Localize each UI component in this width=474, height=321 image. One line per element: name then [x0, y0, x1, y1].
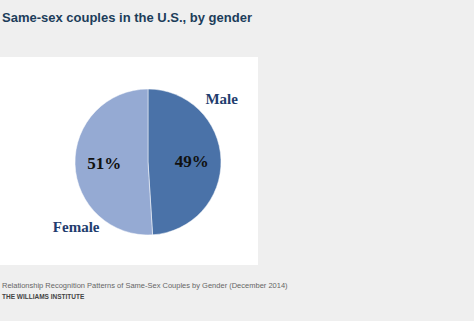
- chart: Same-sex couples in the U.S., by gender 4…: [0, 0, 474, 321]
- source: THE WILLIAMS INSTITUTE: [2, 293, 85, 300]
- category-label: Female: [53, 219, 100, 235]
- data-label: 49%: [175, 152, 209, 171]
- caption: Relationship Recognition Patterns of Sam…: [2, 281, 288, 290]
- pie: 49% 51% Male Female: [53, 89, 238, 235]
- pie-slice: [148, 89, 221, 235]
- background: [0, 0, 474, 321]
- pie-slice: [75, 89, 153, 235]
- plot-panel: [0, 57, 258, 265]
- title: Same-sex couples in the U.S., by gender: [2, 10, 252, 25]
- category-label: Male: [205, 91, 238, 107]
- data-label: 51%: [87, 154, 121, 173]
